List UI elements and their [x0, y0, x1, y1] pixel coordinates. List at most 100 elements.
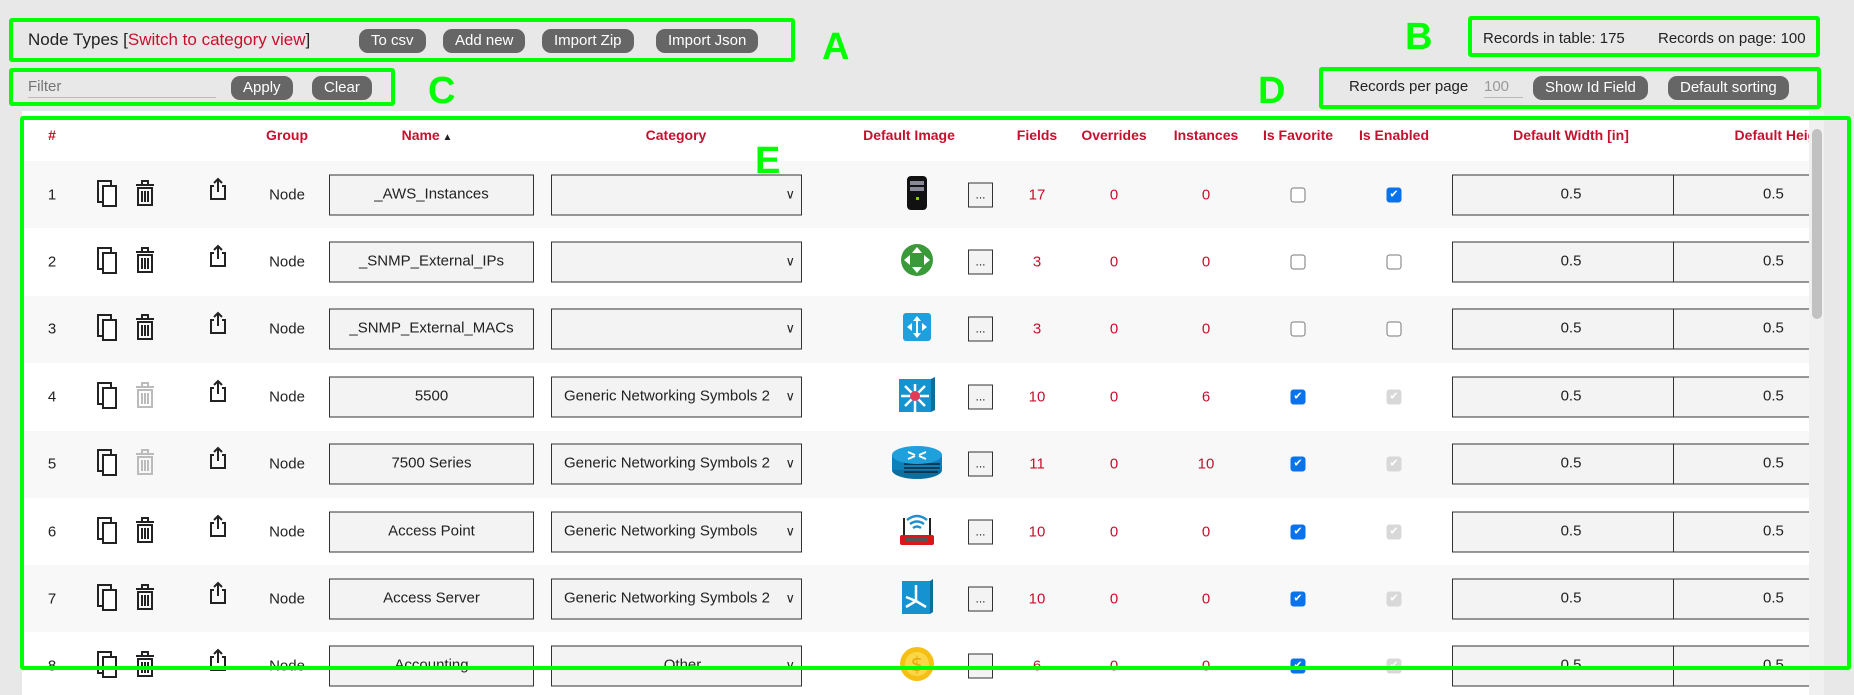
name-input[interactable]: _SNMP_External_IPs	[329, 241, 534, 283]
delete-icon[interactable]	[134, 313, 156, 345]
category-select[interactable]: Generic Networking Symbols 2 ∨	[551, 578, 802, 620]
name-input[interactable]: _AWS_Instances	[329, 174, 534, 215]
delete-icon[interactable]	[134, 246, 156, 278]
category-select[interactable]: Generic Networking Symbols ∨	[551, 511, 802, 552]
category-select[interactable]: Generic Networking Symbols 2 ∨	[551, 376, 802, 418]
choose-image-button[interactable]: ...	[968, 451, 993, 477]
show-id-field-button[interactable]: Show Id Field	[1533, 76, 1648, 100]
default-height-input[interactable]: 0.5	[1673, 578, 1824, 620]
default-width-input[interactable]: 0.5	[1452, 241, 1690, 283]
choose-image-button[interactable]: ...	[968, 182, 993, 207]
default-width-input[interactable]: 0.5	[1452, 308, 1690, 350]
default-height-input[interactable]: 0.5	[1673, 376, 1824, 418]
copy-icon[interactable]	[96, 516, 118, 548]
delete-icon[interactable]	[134, 583, 156, 615]
is-favorite-checkbox[interactable]: ✔	[1290, 524, 1306, 539]
default-sorting-button[interactable]: Default sorting	[1668, 76, 1789, 100]
default-width-input[interactable]: 0.5	[1452, 443, 1690, 485]
column-header-name[interactable]: Name ▲	[402, 127, 453, 143]
column-header-default-height[interactable]: Default Height	[1735, 127, 1824, 143]
is-favorite-checkbox[interactable]: ✔	[1290, 389, 1306, 405]
is-favorite-checkbox[interactable]: ✔	[1290, 456, 1306, 472]
export-icon[interactable]	[208, 379, 228, 407]
delete-icon[interactable]	[134, 516, 156, 548]
import-zip-button[interactable]: Import Zip	[542, 29, 634, 53]
choose-image-button[interactable]: ...	[968, 586, 993, 612]
default-width-input[interactable]: 0.5	[1452, 578, 1690, 620]
column-header-default-width-in[interactable]: Default Width [in]	[1513, 127, 1629, 143]
column-header-[interactable]: #	[48, 127, 56, 143]
default-height-input[interactable]: 0.5	[1673, 174, 1824, 215]
is-favorite-checkbox[interactable]	[1290, 254, 1306, 270]
export-icon[interactable]	[208, 648, 228, 676]
column-header-instances[interactable]: Instances	[1174, 127, 1239, 143]
choose-image-button[interactable]: ...	[968, 384, 993, 410]
category-select[interactable]: Generic Networking Symbols 2 ∨	[551, 443, 802, 485]
overrides-count: 0	[1109, 320, 1119, 338]
chevron-down-icon: ∨	[785, 657, 795, 673]
filter-input[interactable]	[28, 76, 216, 98]
clear-button[interactable]: Clear	[312, 76, 372, 100]
delete-icon[interactable]	[134, 179, 156, 211]
default-width-input[interactable]: 0.5	[1452, 376, 1690, 418]
default-height-input[interactable]: 0.5	[1673, 308, 1824, 350]
export-icon[interactable]	[208, 177, 228, 205]
copy-icon[interactable]	[96, 381, 118, 413]
import-json-button[interactable]: Import Json	[656, 29, 759, 53]
column-header-overrides[interactable]: Overrides	[1081, 127, 1146, 143]
column-header-category[interactable]: Category	[646, 127, 707, 143]
is-enabled-checkbox[interactable]	[1386, 321, 1402, 337]
default-width-input[interactable]: 0.5	[1452, 174, 1690, 215]
choose-image-button[interactable]: ...	[968, 316, 993, 342]
name-input[interactable]: Access Server	[329, 578, 534, 620]
copy-icon[interactable]	[96, 313, 118, 345]
row-number: 6	[47, 523, 57, 540]
copy-icon[interactable]	[96, 246, 118, 278]
export-icon[interactable]	[208, 446, 228, 474]
instances-count: 0	[1201, 253, 1211, 271]
row-number: 7	[47, 590, 57, 608]
apply-button[interactable]: Apply	[231, 76, 293, 100]
name-input[interactable]: _SNMP_External_MACs	[329, 308, 534, 350]
column-header-is-enabled[interactable]: Is Enabled	[1359, 127, 1429, 143]
default-height-input[interactable]: 0.5	[1673, 511, 1824, 552]
name-input[interactable]: 7500 Series	[329, 443, 534, 485]
export-icon[interactable]	[208, 311, 228, 339]
add-new-button[interactable]: Add new	[443, 29, 526, 53]
choose-image-button[interactable]: ...	[968, 249, 993, 275]
column-header-group[interactable]: Group	[266, 127, 308, 143]
to-csv-button[interactable]: To csv	[359, 29, 426, 53]
export-icon[interactable]	[208, 514, 228, 542]
column-header-is-favorite[interactable]: Is Favorite	[1263, 127, 1333, 143]
copy-icon[interactable]	[96, 583, 118, 615]
default-height-input[interactable]: 0.5	[1673, 443, 1824, 485]
records-per-page-input[interactable]	[1484, 76, 1523, 98]
delete-icon[interactable]	[134, 448, 156, 480]
delete-icon[interactable]	[134, 381, 156, 413]
copy-icon[interactable]	[96, 179, 118, 211]
category-select[interactable]: ∨	[551, 241, 802, 283]
is-favorite-checkbox[interactable]	[1290, 321, 1306, 337]
green-router-icon	[899, 242, 935, 282]
export-icon[interactable]	[208, 244, 228, 272]
scrollbar-thumb[interactable]	[1812, 129, 1822, 319]
category-select[interactable]: ∨	[551, 174, 802, 215]
is-enabled-checkbox[interactable]: ✔	[1386, 187, 1402, 202]
choose-image-button[interactable]: ...	[968, 519, 993, 544]
copy-icon[interactable]	[96, 448, 118, 480]
is-favorite-checkbox[interactable]: ✔	[1290, 591, 1306, 607]
is-favorite-checkbox[interactable]	[1290, 187, 1306, 202]
vertical-scrollbar[interactable]	[1809, 111, 1824, 695]
instances-count: 0	[1201, 186, 1211, 203]
name-input[interactable]: 5500	[329, 376, 534, 418]
category-select[interactable]: ∨	[551, 308, 802, 350]
column-header-default-image[interactable]: Default Image	[863, 127, 955, 143]
default-height-input[interactable]: 0.5	[1673, 241, 1824, 283]
switch-category-view-link[interactable]: Switch to category view	[127, 30, 306, 49]
is-enabled-checkbox: ✔	[1386, 456, 1402, 472]
name-input[interactable]: Access Point	[329, 511, 534, 552]
column-header-fields[interactable]: Fields	[1017, 127, 1057, 143]
is-enabled-checkbox[interactable]	[1386, 254, 1402, 270]
column-header-label: Is Enabled	[1358, 127, 1430, 143]
export-icon[interactable]	[208, 581, 228, 609]
